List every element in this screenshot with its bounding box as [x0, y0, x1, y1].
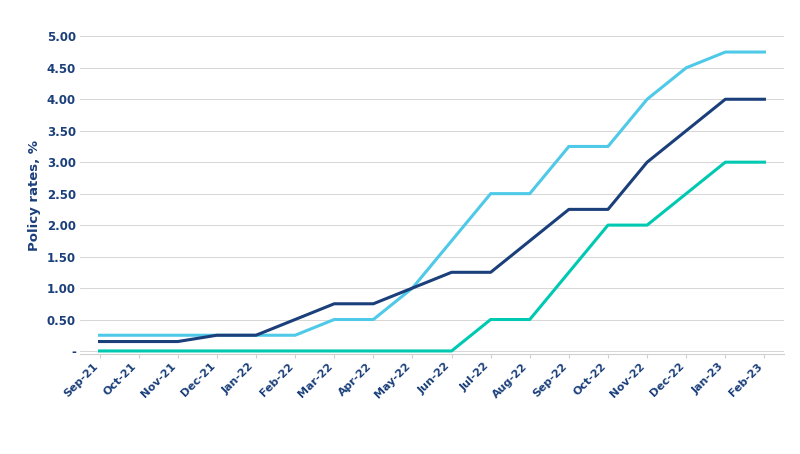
- ECB: [760, 159, 770, 165]
- ECB: [369, 348, 378, 354]
- ECB: [721, 159, 730, 165]
- ECB: [446, 348, 456, 354]
- BoE: [525, 238, 534, 243]
- Fed: [642, 97, 652, 102]
- Fed: [212, 332, 222, 338]
- BoE: [564, 207, 574, 212]
- Fed: [94, 332, 104, 338]
- Line: ECB: ECB: [99, 162, 765, 351]
- Fed: [603, 144, 613, 149]
- Fed: [721, 49, 730, 55]
- ECB: [486, 317, 495, 322]
- Fed: [134, 332, 143, 338]
- Fed: [173, 332, 182, 338]
- Fed: [564, 144, 574, 149]
- Fed: [408, 285, 418, 291]
- ECB: [525, 317, 534, 322]
- BoE: [486, 270, 495, 275]
- BoE: [682, 128, 691, 133]
- ECB: [290, 348, 300, 354]
- Fed: [682, 65, 691, 70]
- BoE: [446, 270, 456, 275]
- ECB: [564, 270, 574, 275]
- BoE: [642, 159, 652, 165]
- BoE: [251, 332, 261, 338]
- Fed: [251, 332, 261, 338]
- ECB: [603, 222, 613, 228]
- Line: Fed: Fed: [99, 52, 765, 335]
- BoE: [760, 97, 770, 102]
- BoE: [290, 317, 300, 322]
- ECB: [212, 348, 222, 354]
- Fed: [525, 191, 534, 197]
- BoE: [603, 207, 613, 212]
- Fed: [290, 332, 300, 338]
- Line: BoE: BoE: [99, 99, 765, 341]
- BoE: [134, 339, 143, 344]
- ECB: [642, 222, 652, 228]
- BoE: [173, 339, 182, 344]
- Fed: [486, 191, 495, 197]
- Fed: [330, 317, 339, 322]
- BoE: [212, 332, 222, 338]
- ECB: [134, 348, 143, 354]
- ECB: [173, 348, 182, 354]
- BoE: [408, 285, 418, 291]
- BoE: [369, 301, 378, 306]
- BoE: [721, 97, 730, 102]
- Y-axis label: Policy rates, %: Policy rates, %: [28, 140, 41, 251]
- ECB: [682, 191, 691, 197]
- ECB: [330, 348, 339, 354]
- BoE: [94, 339, 104, 344]
- Fed: [446, 238, 456, 243]
- ECB: [408, 348, 418, 354]
- Fed: [369, 317, 378, 322]
- BoE: [330, 301, 339, 306]
- ECB: [251, 348, 261, 354]
- ECB: [94, 348, 104, 354]
- Fed: [760, 49, 770, 55]
